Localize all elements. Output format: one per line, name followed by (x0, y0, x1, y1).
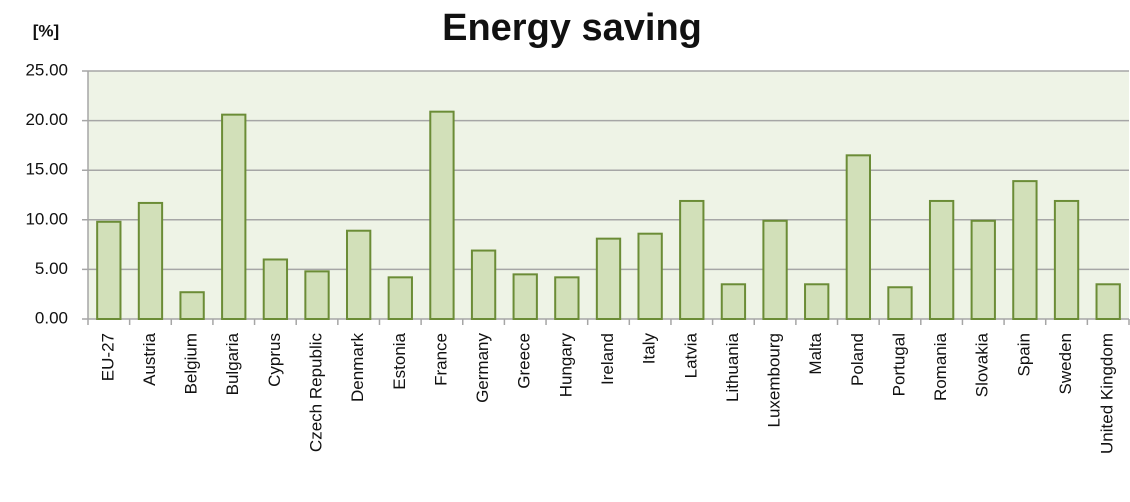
x-tick-label: Sweden (1056, 333, 1075, 394)
x-tick-label: United Kingdom (1098, 333, 1117, 454)
x-tick-label: Bulgaria (223, 332, 242, 395)
bar (928, 199, 955, 320)
x-tick-label: Ireland (598, 333, 617, 385)
bar (1095, 283, 1121, 320)
bar (262, 258, 289, 321)
bar (387, 276, 413, 320)
x-tick-label: Poland (848, 333, 867, 386)
y-axis-label: [%] (33, 21, 59, 40)
x-tick-label: Germany (473, 333, 492, 403)
x-tick-label: Italy (640, 333, 659, 365)
bar (470, 249, 497, 320)
x-tick-label: Malta (806, 332, 825, 374)
x-tick-label: Romania (931, 332, 950, 401)
bar (179, 291, 205, 321)
x-tick-label: Cyprus (265, 333, 284, 387)
bar (554, 276, 580, 320)
x-tick-label: Hungary (556, 333, 575, 398)
y-tick-label: 20.00 (25, 110, 68, 129)
bar (429, 110, 455, 320)
x-tick-label: Latvia (681, 332, 700, 378)
bar (970, 219, 996, 321)
bar (1012, 180, 1038, 320)
x-tick-label: Denmark (348, 333, 367, 402)
bar (804, 283, 830, 320)
y-tick-label: 10.00 (25, 209, 68, 228)
x-tick-label: Greece (515, 333, 534, 389)
bar (137, 201, 164, 321)
bar (679, 199, 705, 320)
chart-title: Energy saving (442, 7, 702, 49)
x-tick-label: Lithuania (723, 332, 742, 402)
x-tick-label: Portugal (889, 333, 908, 396)
bar (221, 113, 247, 321)
x-tick-label: France (431, 333, 450, 386)
bar (887, 286, 913, 321)
bar (595, 237, 622, 320)
bar (720, 283, 747, 320)
bar (304, 270, 330, 321)
bar (96, 220, 122, 320)
y-tick-label: 25.00 (25, 60, 68, 79)
y-tick-label: 5.00 (35, 259, 68, 278)
x-tick-label: Czech Republic (307, 333, 326, 453)
y-tick-label: 15.00 (25, 160, 68, 179)
bar (637, 232, 663, 320)
x-tick-label: Luxembourg (765, 333, 784, 428)
y-tick-label: 0.00 (35, 308, 68, 327)
x-tick-label: Slovakia (973, 332, 992, 397)
x-tick-label: Spain (1014, 333, 1033, 376)
x-tick-label: Belgium (182, 333, 201, 394)
bar (1053, 199, 1080, 320)
bar (346, 229, 372, 321)
bar (512, 273, 538, 320)
bar (845, 154, 871, 320)
x-tick-label: EU-27 (98, 333, 117, 381)
bar (762, 219, 788, 321)
x-tick-label: Estonia (390, 332, 409, 389)
x-tick-label: Austria (140, 332, 159, 385)
